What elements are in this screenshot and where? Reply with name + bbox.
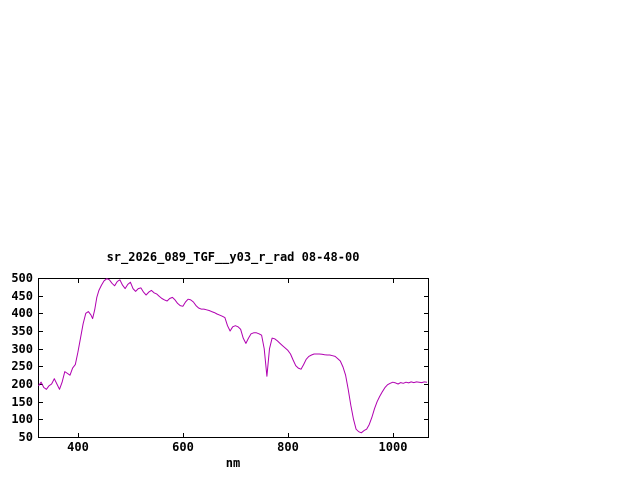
y-tick-label: 350 <box>11 324 33 338</box>
spectrum-line <box>38 278 428 434</box>
x-tick-label: 400 <box>67 440 89 454</box>
y-tick-label: 100 <box>11 412 33 426</box>
y-tick-label: 50 <box>19 430 33 444</box>
chart-title: sr_2026_089_TGF__y03_r_rad 08-48-00 <box>106 250 360 264</box>
y-tick-label: 300 <box>11 342 33 356</box>
y-tick-label: 150 <box>11 395 33 409</box>
y-tick-label: 200 <box>11 377 33 391</box>
x-tick-label: 800 <box>277 440 299 454</box>
x-axis-label: nm <box>225 456 241 470</box>
x-tick-label: 1000 <box>379 440 408 454</box>
y-tick-label: 500 <box>11 271 33 285</box>
plot-border <box>38 278 429 438</box>
x-tick-label: 600 <box>172 440 194 454</box>
y-tick-label: 450 <box>11 289 33 303</box>
y-tick-label: 250 <box>11 359 33 373</box>
y-tick-label: 400 <box>11 306 33 320</box>
